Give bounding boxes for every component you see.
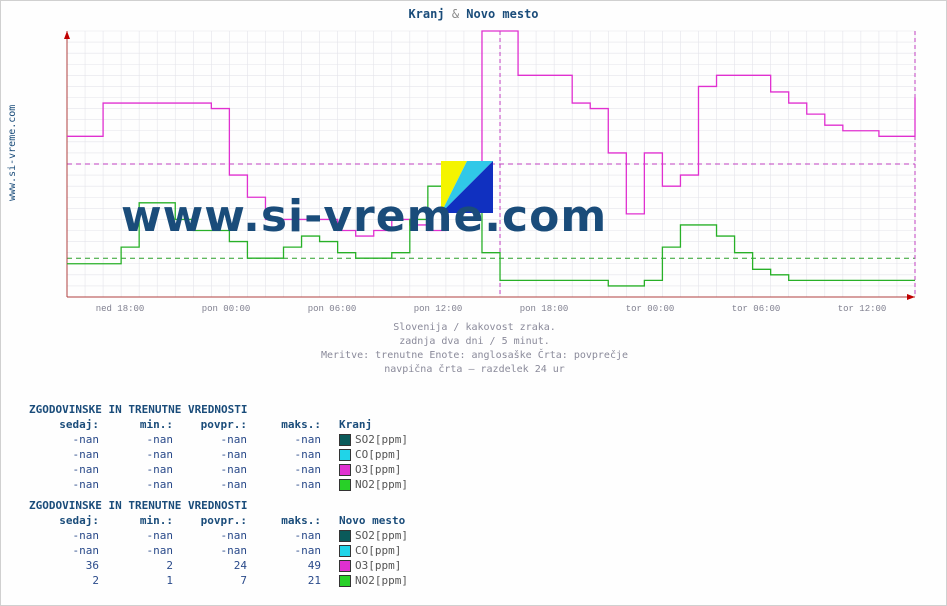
svg-text:ned 18:00: ned 18:00 (96, 304, 145, 314)
color-swatch (339, 545, 351, 557)
col-header: maks.: (251, 417, 325, 432)
color-swatch (339, 560, 351, 572)
svg-text:tor 06:00: tor 06:00 (732, 304, 781, 314)
color-swatch (339, 479, 351, 491)
col-header: povpr.: (177, 513, 251, 528)
stat-value: -nan (29, 447, 103, 462)
subtitle-line: zadnja dva dni / 5 minut. (1, 335, 947, 349)
y-axis-label: www.si-vreme.com (7, 105, 18, 201)
svg-text:pon 06:00: pon 06:00 (308, 304, 357, 314)
plot-area: 10203040ned 18:00pon 00:00pon 06:00pon 1… (63, 29, 923, 299)
stats-table: sedaj:min.:povpr.:maks.:Kranj-nan-nan-na… (29, 417, 412, 492)
stat-value: -nan (103, 432, 177, 447)
chart-title: Kranj & Novo mesto (1, 1, 946, 21)
stat-value: 1 (103, 573, 177, 588)
table-row: 21721NO2[ppm] (29, 573, 412, 588)
stat-value: 49 (251, 558, 325, 573)
stat-value: -nan (103, 447, 177, 462)
stat-value: -nan (177, 447, 251, 462)
stat-value: -nan (29, 432, 103, 447)
stat-value: -nan (103, 528, 177, 543)
stats-table: sedaj:min.:povpr.:maks.:Novo mesto-nan-n… (29, 513, 412, 588)
stat-value: -nan (29, 528, 103, 543)
stat-value: -nan (251, 462, 325, 477)
stat-value: -nan (29, 477, 103, 492)
table-row: -nan-nan-nan-nanSO2[ppm] (29, 528, 412, 543)
stat-value: -nan (177, 543, 251, 558)
stat-value: 21 (251, 573, 325, 588)
color-swatch (339, 530, 351, 542)
watermark-logo (441, 161, 493, 213)
subtitle-line: navpična črta – razdelek 24 ur (1, 363, 947, 377)
col-header: povpr.: (177, 417, 251, 432)
stat-value: 7 (177, 573, 251, 588)
series-label: CO[ppm] (325, 543, 412, 558)
subtitle-line: Slovenija / kakovost zraka. (1, 321, 947, 335)
stat-value: 2 (29, 573, 103, 588)
chart-container: Kranj & Novo mesto www.si-vreme.com 1020… (0, 0, 947, 606)
stat-value: -nan (103, 462, 177, 477)
series-label: O3[ppm] (325, 462, 412, 477)
table-header: ZGODOVINSKE IN TRENUTNE VREDNOSTI (29, 498, 412, 513)
stat-value: -nan (29, 462, 103, 477)
stat-value: -nan (103, 543, 177, 558)
col-header: sedaj: (29, 513, 103, 528)
stat-value: -nan (29, 543, 103, 558)
stat-value: 24 (177, 558, 251, 573)
stat-value: -nan (251, 432, 325, 447)
stat-value: -nan (177, 432, 251, 447)
table-row: -nan-nan-nan-nanO3[ppm] (29, 462, 412, 477)
chart-svg: 10203040ned 18:00pon 00:00pon 06:00pon 1… (63, 29, 923, 319)
stat-value: -nan (177, 477, 251, 492)
series-label: SO2[ppm] (325, 432, 412, 447)
stat-value: -nan (177, 462, 251, 477)
stat-value: -nan (177, 528, 251, 543)
color-swatch (339, 464, 351, 476)
stat-value: -nan (251, 477, 325, 492)
title-city-2: Novo mesto (466, 7, 538, 21)
col-header: min.: (103, 513, 177, 528)
stat-value: 36 (29, 558, 103, 573)
series-label: NO2[ppm] (325, 477, 412, 492)
city-header: Novo mesto (325, 513, 412, 528)
svg-text:pon 18:00: pon 18:00 (520, 304, 569, 314)
color-swatch (339, 575, 351, 587)
col-header: sedaj: (29, 417, 103, 432)
table-row: -nan-nan-nan-nanCO[ppm] (29, 447, 412, 462)
table-header: ZGODOVINSKE IN TRENUTNE VREDNOSTI (29, 402, 412, 417)
svg-text:tor 12:00: tor 12:00 (838, 304, 887, 314)
stat-value: -nan (103, 477, 177, 492)
stat-value: -nan (251, 528, 325, 543)
color-swatch (339, 449, 351, 461)
table-row: 3622449O3[ppm] (29, 558, 412, 573)
color-swatch (339, 434, 351, 446)
col-header: min.: (103, 417, 177, 432)
table-row: -nan-nan-nan-nanNO2[ppm] (29, 477, 412, 492)
stats-tables: ZGODOVINSKE IN TRENUTNE VREDNOSTIsedaj:m… (29, 396, 412, 588)
table-row: -nan-nan-nan-nanCO[ppm] (29, 543, 412, 558)
svg-text:pon 12:00: pon 12:00 (414, 304, 463, 314)
series-label: SO2[ppm] (325, 528, 412, 543)
subtitle-line: Meritve: trenutne Enote: anglosaške Črta… (1, 349, 947, 363)
series-label: NO2[ppm] (325, 573, 412, 588)
col-header: maks.: (251, 513, 325, 528)
stat-value: -nan (251, 447, 325, 462)
stat-value: -nan (251, 543, 325, 558)
subtitle-block: Slovenija / kakovost zraka.zadnja dva dn… (1, 321, 947, 377)
table-row: -nan-nan-nan-nanSO2[ppm] (29, 432, 412, 447)
title-city-1: Kranj (408, 7, 444, 21)
series-label: CO[ppm] (325, 447, 412, 462)
title-ampersand: & (452, 7, 459, 21)
svg-text:pon 00:00: pon 00:00 (202, 304, 251, 314)
city-header: Kranj (325, 417, 412, 432)
stat-value: 2 (103, 558, 177, 573)
series-label: O3[ppm] (325, 558, 412, 573)
svg-text:tor 00:00: tor 00:00 (626, 304, 675, 314)
